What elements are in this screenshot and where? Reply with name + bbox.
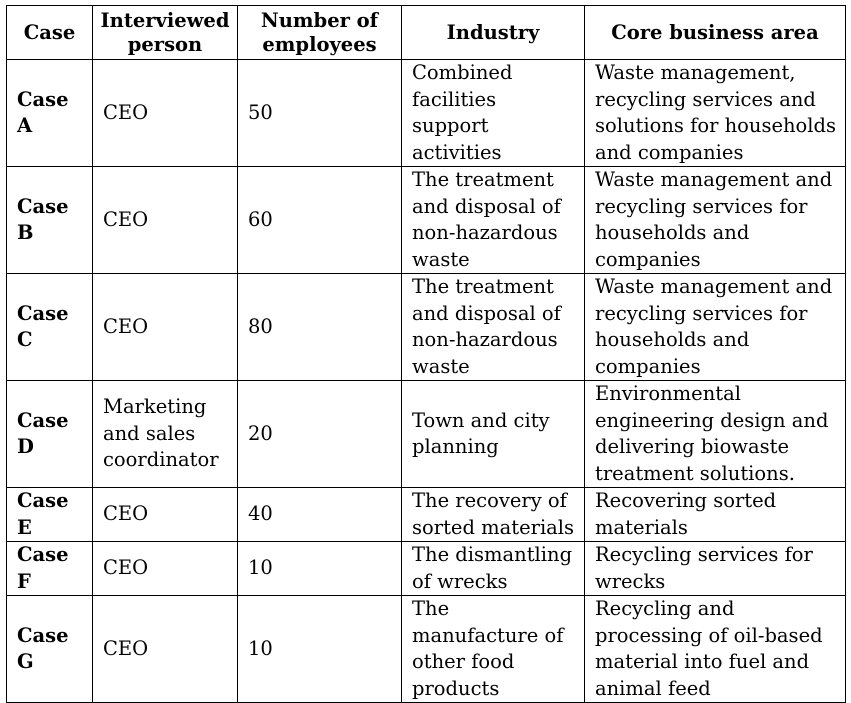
- industry-cell: Town and city planning: [401, 380, 585, 488]
- case-cell: Case D: [6, 380, 93, 488]
- table-row: Case G CEO 10 The manufacture of other f…: [6, 595, 846, 703]
- core-business-cell: Environmental engineering design and del…: [584, 380, 846, 488]
- employees-cell: 10: [237, 595, 402, 703]
- employees-cell: 40: [237, 487, 402, 542]
- industry-cell: The treatment and disposal of non-hazard…: [401, 273, 585, 381]
- table-row: Case A CEO 50 Combined facilities suppor…: [6, 59, 846, 167]
- core-business-cell: Recovering sorted materials: [584, 487, 846, 542]
- industry-cell: The treatment and disposal of non-hazard…: [401, 166, 585, 274]
- employees-cell: 20: [237, 380, 402, 488]
- industry-cell: Combined facilities support activities: [401, 59, 585, 167]
- table-row: Case B CEO 60 The treatment and disposal…: [6, 166, 846, 274]
- interviewed-person-cell: CEO: [92, 541, 238, 596]
- case-cell: Case A: [6, 59, 93, 167]
- case-cell: Case G: [6, 595, 93, 703]
- interviewed-person-cell: Marketing and sales coordinator: [92, 380, 238, 488]
- employees-cell: 60: [237, 166, 402, 274]
- case-cell: Case E: [6, 487, 93, 542]
- case-cell: Case C: [6, 273, 93, 381]
- industry-cell: The manufacture of other food products: [401, 595, 585, 703]
- case-cell: Case B: [6, 166, 93, 274]
- interviewed-person-cell: CEO: [92, 595, 238, 703]
- employees-cell: 10: [237, 541, 402, 596]
- case-cell: Case F: [6, 541, 93, 596]
- table-header-row: Case Interviewed person Number of employ…: [6, 5, 846, 60]
- core-business-cell: Recycling and processing of oil-based ma…: [584, 595, 846, 703]
- employees-cell: 80: [237, 273, 402, 381]
- header-interviewed-person: Interviewed person: [92, 5, 238, 60]
- core-business-cell: Waste management and recycling services …: [584, 273, 846, 381]
- table-row: Case F CEO 10 The dismantling of wrecks …: [6, 541, 846, 596]
- case-table: Case Interviewed person Number of employ…: [6, 5, 846, 703]
- industry-cell: The dismantling of wrecks: [401, 541, 585, 596]
- employees-cell: 50: [237, 59, 402, 167]
- interviewed-person-cell: CEO: [92, 59, 238, 167]
- industry-cell: The recovery of sorted materials: [401, 487, 585, 542]
- table-row: Case E CEO 40 The recovery of sorted mat…: [6, 487, 846, 542]
- table-row: Case C CEO 80 The treatment and disposal…: [6, 273, 846, 381]
- core-business-cell: Waste management and recycling services …: [584, 166, 846, 274]
- interviewed-person-cell: CEO: [92, 273, 238, 381]
- interviewed-person-cell: CEO: [92, 487, 238, 542]
- header-core-business-area: Core business area: [584, 5, 846, 60]
- interviewed-person-cell: CEO: [92, 166, 238, 274]
- core-business-cell: Recycling services for wrecks: [584, 541, 846, 596]
- table-row: Case D Marketing and sales coordinator 2…: [6, 380, 846, 488]
- core-business-cell: Waste management, recycling services and…: [584, 59, 846, 167]
- header-case: Case: [6, 5, 93, 60]
- header-industry: Industry: [401, 5, 585, 60]
- header-number-of-employees: Number of employees: [237, 5, 402, 60]
